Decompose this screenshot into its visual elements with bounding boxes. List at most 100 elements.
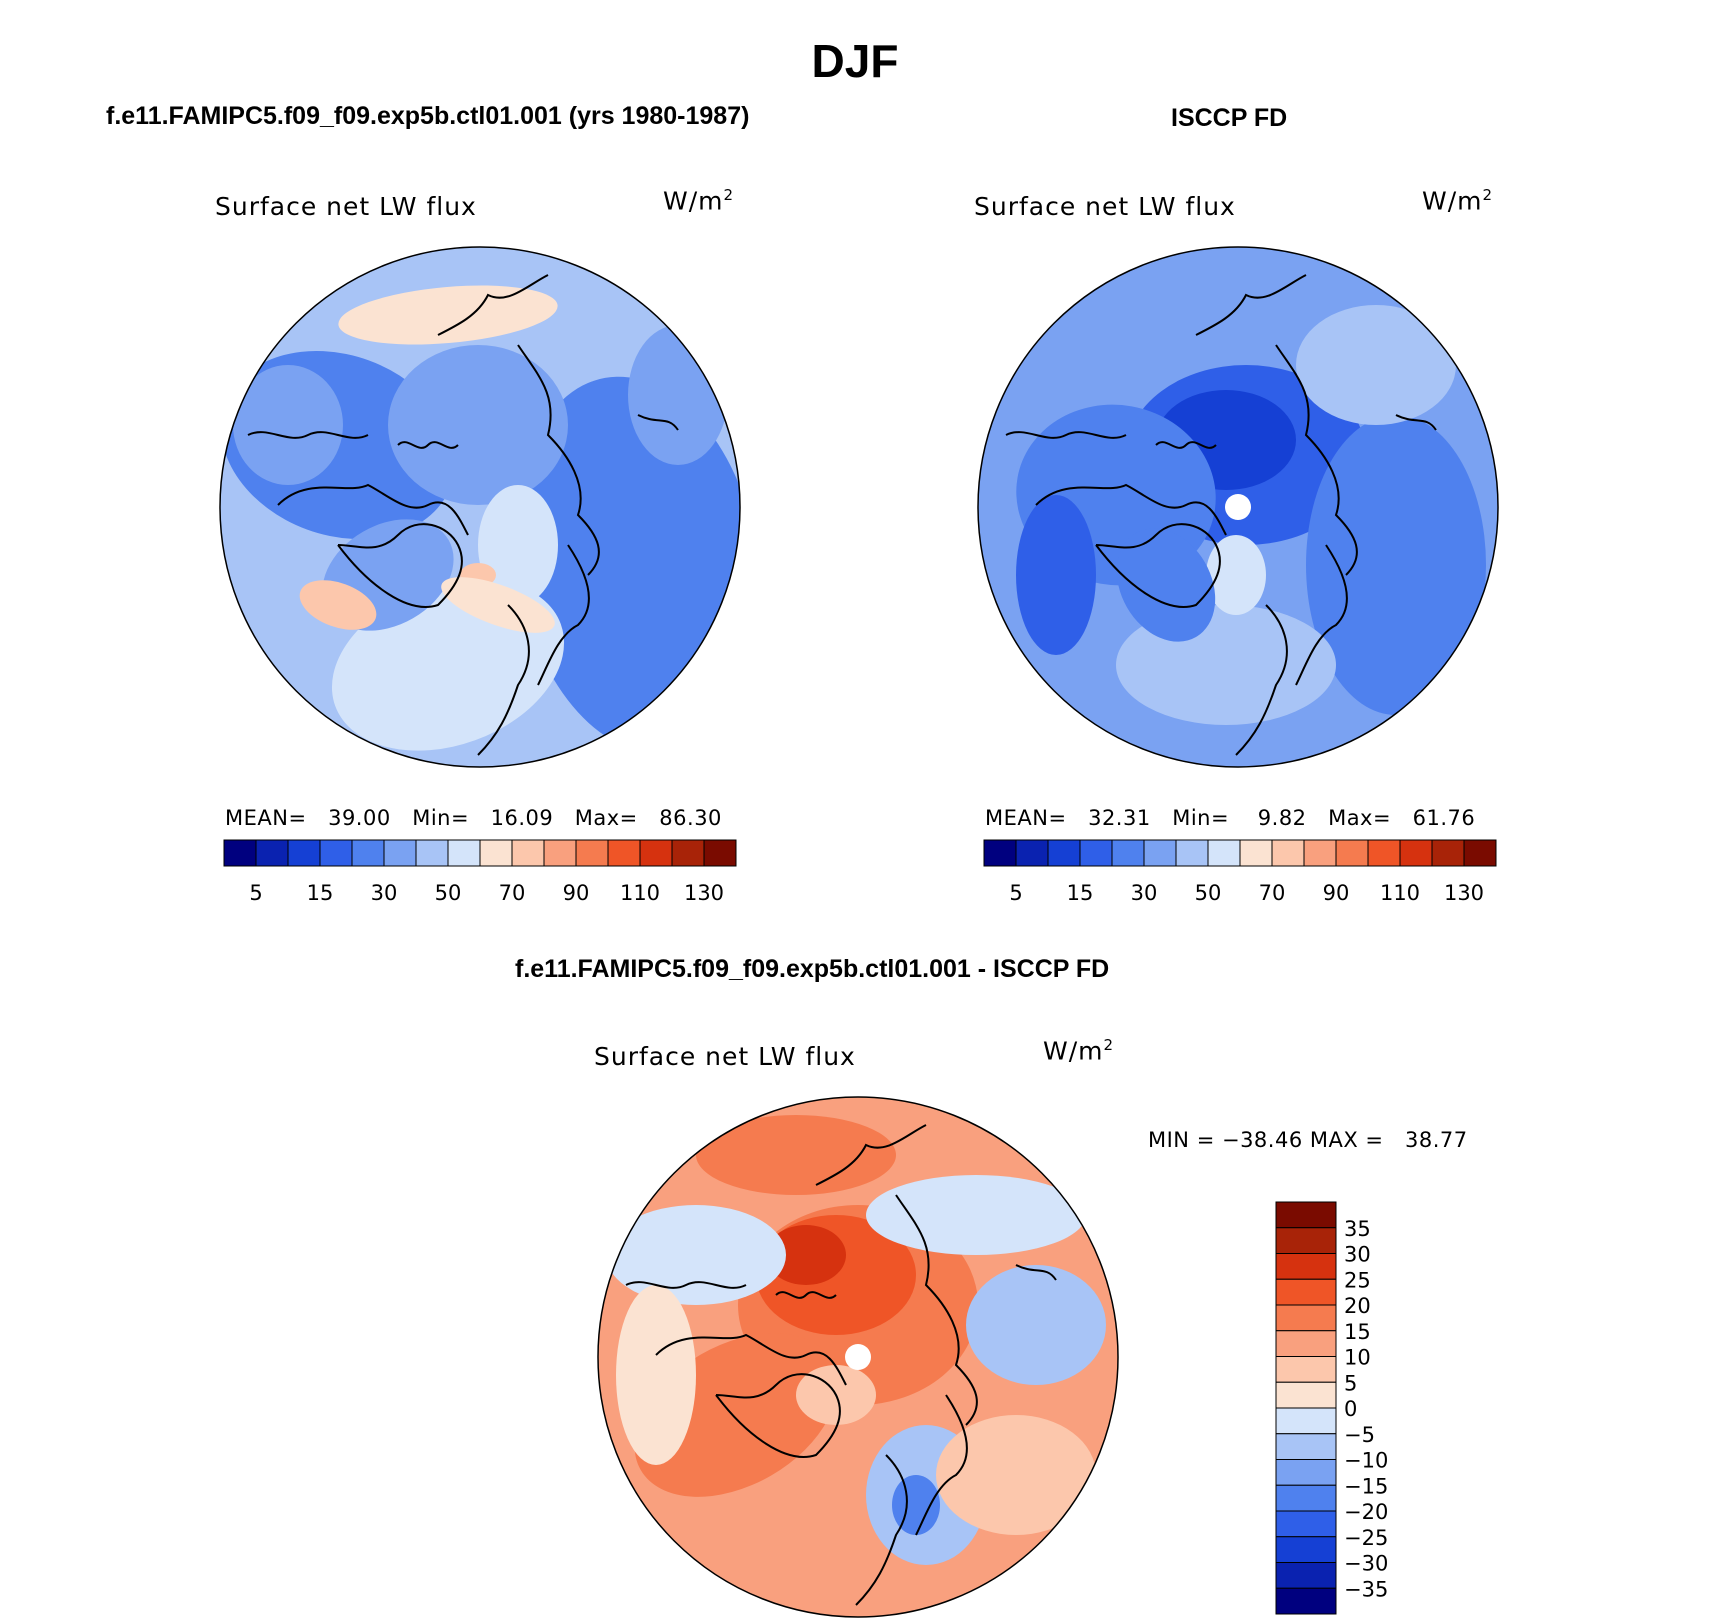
coastline bbox=[1155, 441, 1217, 449]
polar-map-diff bbox=[597, 1096, 1119, 1618]
map-contour-region bbox=[388, 345, 568, 505]
variable-label-diff: Surface net LW flux bbox=[594, 1042, 856, 1071]
coastline bbox=[1095, 523, 1221, 608]
coastline bbox=[537, 544, 590, 686]
colorbar-swatch bbox=[1111, 839, 1145, 867]
colorbar-swatch bbox=[511, 839, 545, 867]
coastline bbox=[397, 441, 459, 449]
map-contour-region bbox=[892, 1475, 940, 1535]
coastline bbox=[247, 431, 369, 439]
colorbar-tick-label: 130 bbox=[1444, 881, 1484, 905]
coastline bbox=[1195, 274, 1307, 336]
coastline bbox=[1295, 544, 1348, 686]
colorbar-tick-label: 0 bbox=[1344, 1397, 1357, 1421]
colorbar-tick-label: −25 bbox=[1344, 1526, 1388, 1550]
colorbar-swatch bbox=[1271, 839, 1305, 867]
units-obs: W/m2 bbox=[1422, 186, 1494, 216]
map-boundary bbox=[597, 1096, 1119, 1618]
colorbar-swatch bbox=[1239, 839, 1273, 867]
coastline bbox=[1395, 414, 1437, 431]
colorbar-swatch bbox=[1399, 839, 1433, 867]
colorbar-swatch bbox=[1207, 839, 1241, 867]
map-contour-region bbox=[1116, 528, 1216, 642]
coastline bbox=[895, 1194, 978, 1426]
colorbar-swatch bbox=[703, 839, 737, 867]
coastline bbox=[715, 1373, 841, 1458]
colorbar-swatch bbox=[1431, 839, 1465, 867]
colorbar-swatch bbox=[1275, 1459, 1337, 1486]
colorbar-swatch bbox=[1275, 1278, 1337, 1306]
colorbar-swatch bbox=[1275, 1433, 1337, 1460]
coastline bbox=[1035, 483, 1227, 536]
colorbar-swatch bbox=[1275, 1587, 1337, 1615]
colorbar-tick-label: 20 bbox=[1344, 1294, 1371, 1318]
panel-title-model: f.e11.FAMIPC5.f09_f09.exp5b.ctl01.001 (y… bbox=[106, 102, 750, 130]
coastline bbox=[637, 414, 679, 431]
colorbar-tick-label: 5 bbox=[249, 881, 262, 905]
colorbar-swatch bbox=[1463, 839, 1497, 867]
colorbar-swatch bbox=[575, 839, 609, 867]
coastline bbox=[1005, 431, 1127, 439]
map-contour-region bbox=[338, 285, 558, 345]
polar-map-model bbox=[219, 246, 741, 768]
colorbar-swatch bbox=[1275, 1381, 1337, 1409]
colorbar-swatch bbox=[223, 839, 257, 867]
colorbar-swatch bbox=[447, 839, 481, 867]
colorbar-model: 5 15 30 50 70 90 110 130 bbox=[223, 839, 737, 905]
map-contour-region bbox=[966, 1265, 1106, 1385]
map-contour-region bbox=[628, 325, 728, 465]
colorbar-swatch bbox=[1367, 839, 1401, 867]
map-contour-region bbox=[478, 485, 558, 605]
colorbar-swatch bbox=[351, 839, 385, 867]
coastline bbox=[915, 1394, 968, 1536]
colorbar-swatch bbox=[671, 839, 705, 867]
colorbar-tick-label: 50 bbox=[1195, 881, 1222, 905]
polar-map-obs bbox=[977, 246, 1499, 768]
coastline bbox=[477, 604, 530, 756]
colorbar-tick-label: 5 bbox=[1009, 881, 1022, 905]
colorbar-swatch bbox=[1275, 1253, 1337, 1280]
map-contour-region bbox=[1016, 495, 1096, 655]
colorbar-tick-label: 50 bbox=[435, 881, 462, 905]
colorbar-swatch bbox=[1275, 1407, 1337, 1435]
coastline bbox=[775, 1291, 837, 1299]
coastline bbox=[1015, 1264, 1057, 1281]
colorbar-swatch bbox=[1175, 839, 1209, 867]
colorbar-tick-label: 30 bbox=[1131, 881, 1158, 905]
colorbar-tick-label: 15 bbox=[1067, 881, 1094, 905]
colorbar-swatch bbox=[479, 839, 513, 867]
units-model: W/m2 bbox=[663, 186, 735, 216]
colorbar-swatch bbox=[1079, 839, 1113, 867]
colorbar-tick-label: 70 bbox=[499, 881, 526, 905]
colorbar-tick-label: 35 bbox=[1344, 1217, 1371, 1241]
colorbar-swatch bbox=[415, 839, 449, 867]
coastline bbox=[1235, 604, 1288, 756]
coastline bbox=[855, 1454, 908, 1606]
colorbar-tick-label: −30 bbox=[1344, 1552, 1388, 1576]
colorbar-swatch bbox=[543, 839, 577, 867]
colorbar-tick-label: 90 bbox=[563, 881, 590, 905]
coastline bbox=[337, 523, 463, 608]
coastline bbox=[815, 1124, 927, 1186]
colorbar-swatch bbox=[1015, 839, 1049, 867]
panel-title-diff: f.e11.FAMIPC5.f09_f09.exp5b.ctl01.001 - … bbox=[515, 955, 1110, 983]
stats-diff: MIN = −38.46 MAX = 38.77 bbox=[1148, 1128, 1468, 1152]
map-boundary bbox=[977, 246, 1499, 768]
units-diff: W/m2 bbox=[1043, 1036, 1115, 1066]
map-contour-region bbox=[606, 1205, 786, 1305]
map-contour-region bbox=[936, 1415, 1096, 1535]
colorbar-swatch bbox=[1047, 839, 1081, 867]
colorbar-swatch bbox=[287, 839, 321, 867]
coastline bbox=[1275, 344, 1358, 576]
coastline bbox=[277, 483, 469, 536]
colorbar-swatch bbox=[1275, 1304, 1337, 1332]
colorbar-tick-label: −35 bbox=[1344, 1577, 1388, 1601]
variable-label-model: Surface net LW flux bbox=[215, 192, 477, 221]
colorbar-swatch bbox=[1275, 1510, 1337, 1538]
map-contour-region bbox=[1296, 305, 1456, 425]
map-contour-region bbox=[233, 365, 343, 485]
colorbar-tick-label: 25 bbox=[1344, 1268, 1371, 1292]
map-contour-region bbox=[1206, 535, 1266, 615]
colorbar-swatch bbox=[607, 839, 641, 867]
